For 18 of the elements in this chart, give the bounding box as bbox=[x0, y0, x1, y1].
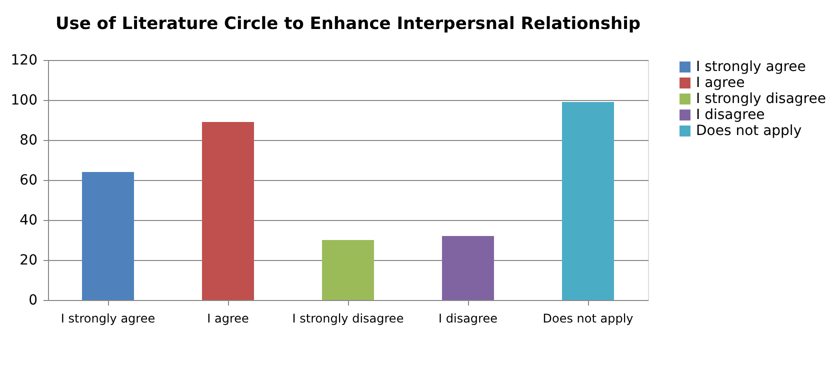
y-tick-label: 20 bbox=[20, 252, 38, 268]
y-tick-label: 60 bbox=[20, 172, 38, 188]
legend-label: I agree bbox=[696, 75, 745, 91]
legend-label: Does not apply bbox=[696, 123, 802, 139]
y-tick-label: 100 bbox=[10, 92, 38, 108]
x-tick-label: I agree bbox=[207, 312, 249, 326]
legend-label: I strongly disagree bbox=[696, 91, 826, 107]
y-tick-label: 0 bbox=[28, 292, 38, 308]
y-tick-label: 120 bbox=[10, 52, 38, 68]
x-tick-label: I strongly agree bbox=[60, 312, 156, 326]
y-tick-label: 40 bbox=[20, 212, 38, 228]
y-tick-label: 80 bbox=[20, 132, 38, 148]
x-tick-label: Does not apply bbox=[542, 312, 634, 326]
x-tick-label: I disagree bbox=[438, 312, 498, 326]
chart-title: Use of Literature Circle to Enhance Interpersnal Relationship bbox=[55, 14, 641, 34]
legend-label: I strongly agree bbox=[696, 59, 806, 75]
legend-label: I disagree bbox=[696, 107, 765, 123]
x-tick-label: I strongly disagree bbox=[292, 312, 404, 326]
